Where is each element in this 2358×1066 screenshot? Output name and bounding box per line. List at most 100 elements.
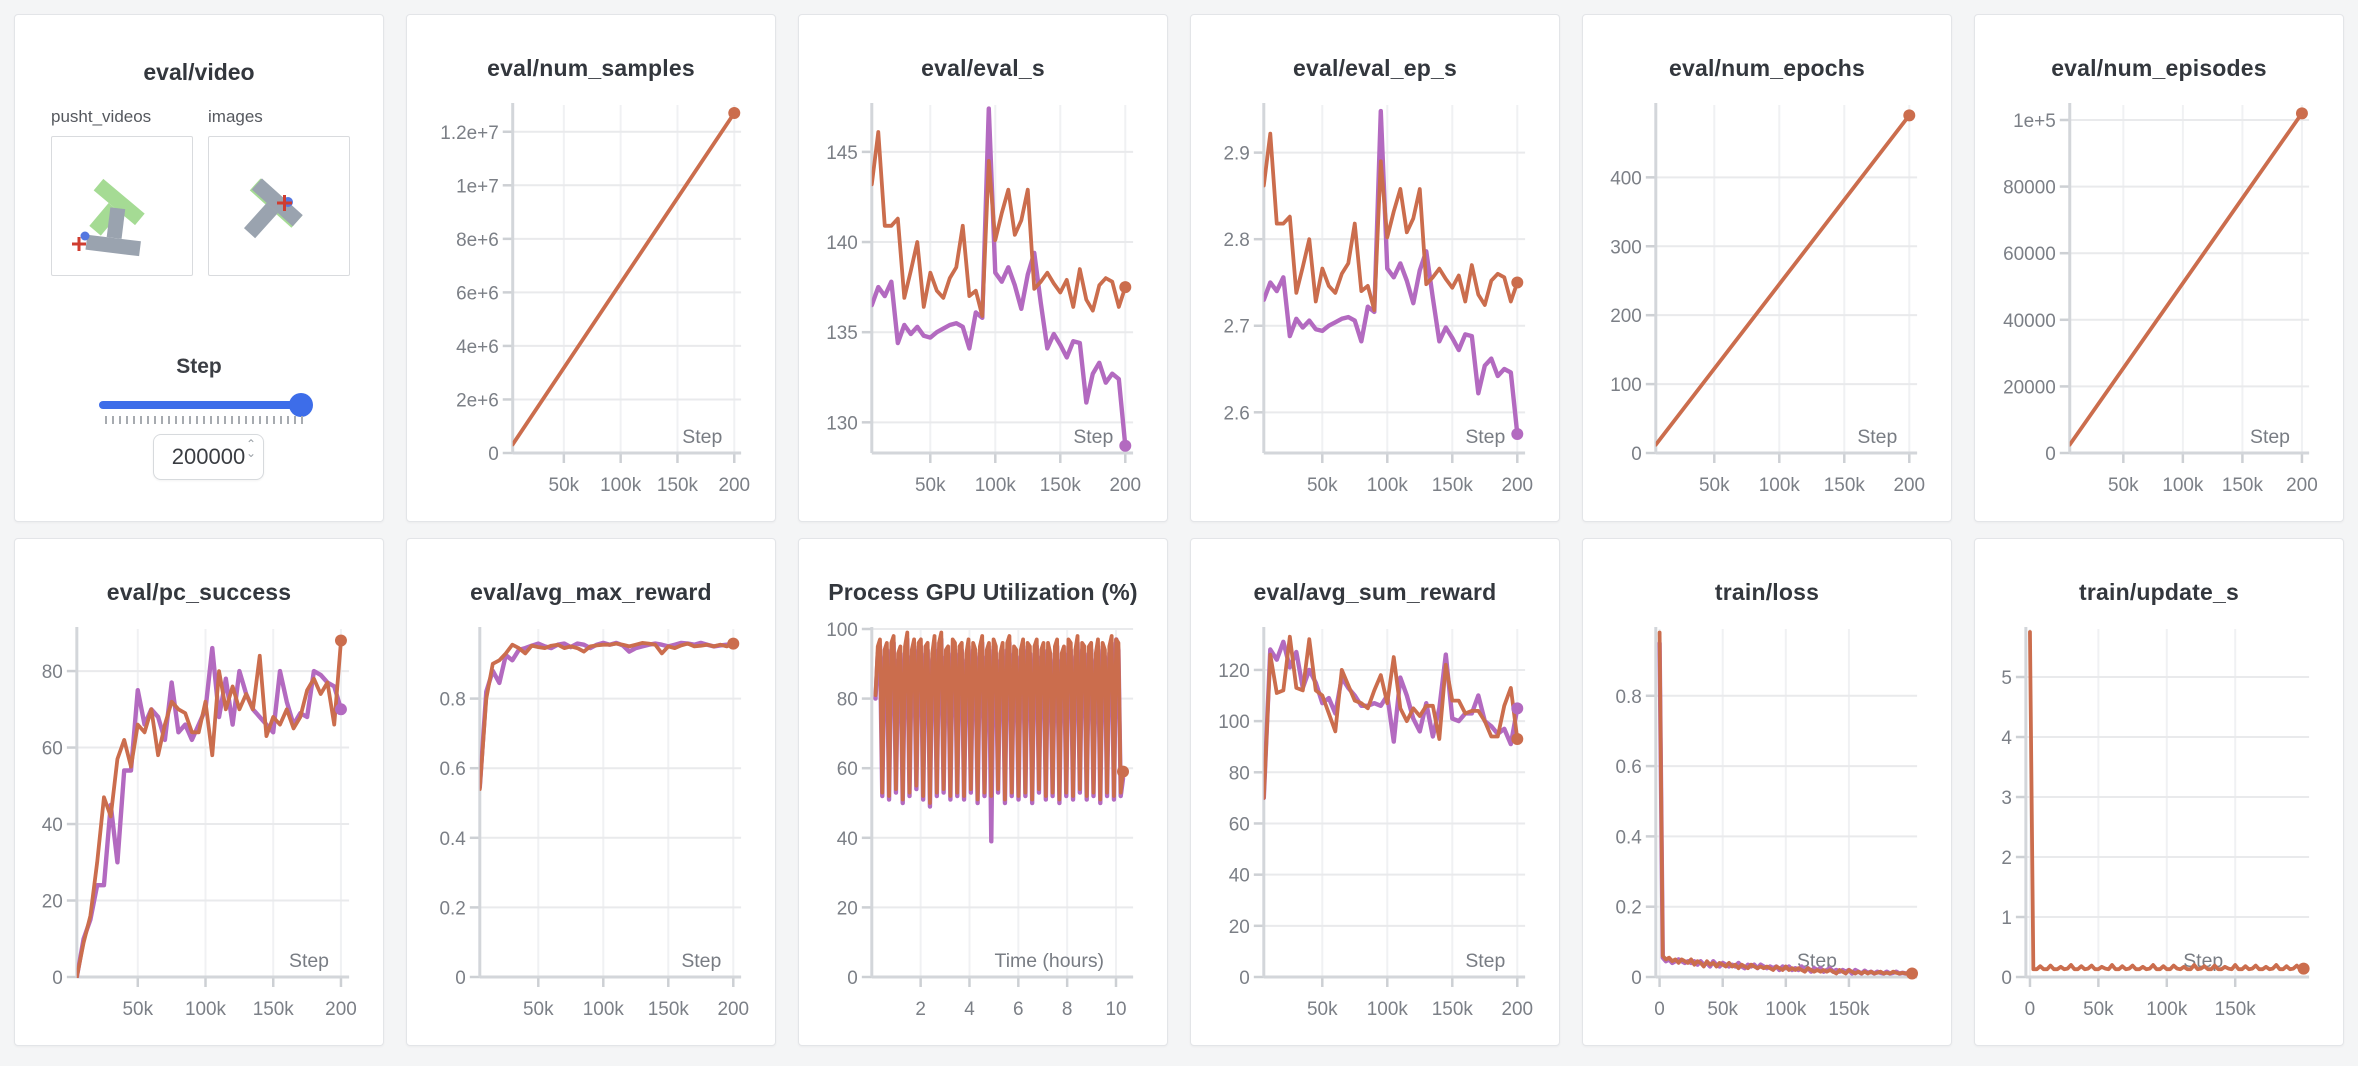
chart-title: train/loss [1714, 579, 1820, 605]
svg-text:50k: 50k [2108, 475, 2139, 496]
svg-text:40: 40 [42, 815, 63, 836]
panel-train-update-s: train/update_s 0 1 2 3 4 5 0 50k 100k 150k Step [1974, 538, 2344, 1046]
svg-text:Step: Step [289, 950, 329, 972]
svg-text:400: 400 [1610, 168, 1642, 189]
chart-eval-num-episodes[interactable]: 0 20000 40000 60000 80000 1e+5 50k 100k 150k 200 S… [1975, 91, 2343, 515]
svg-text:0: 0 [2025, 999, 2036, 1020]
svg-text:150k: 150k [1824, 475, 1866, 496]
svg-text:0.2: 0.2 [440, 898, 466, 919]
chart-eval-avg-sum-reward[interactable]: 0 20 40 60 80 100 120 50k 100k 150k 200 Step [1191, 615, 1559, 1039]
panel-eval-video: eval/video pusht_videos images [14, 14, 384, 522]
svg-text:100k: 100k [2146, 999, 2188, 1020]
chart-title: eval/avg_max_reward [470, 579, 712, 605]
panel-eval-eval-ep-s: eval/eval_ep_s 2.6 2.7 2.8 2.9 50k 100k 150k 20… [1190, 14, 1560, 522]
svg-text:20: 20 [837, 898, 858, 919]
svg-text:100k: 100k [1759, 475, 1801, 496]
step-spinner[interactable]: ⌃ ⌄ [245, 437, 256, 460]
svg-text:0: 0 [1239, 968, 1250, 989]
spinner-down-icon[interactable]: ⌄ [245, 446, 256, 460]
svg-text:100: 100 [1218, 712, 1250, 733]
svg-text:0: 0 [52, 968, 63, 989]
svg-text:40000: 40000 [2003, 311, 2056, 332]
svg-text:0: 0 [1631, 968, 1642, 989]
chart-gpu-utilization[interactable]: 0 20 40 60 80 100 2 4 6 8 10 Time (hours) [799, 615, 1167, 1039]
svg-text:140: 140 [826, 233, 858, 254]
chart-title: eval/eval_s [921, 55, 1045, 81]
svg-text:Step: Step [1073, 426, 1113, 448]
svg-text:100k: 100k [600, 475, 642, 496]
svg-text:100: 100 [1610, 375, 1642, 396]
media-label-images: images [208, 107, 263, 126]
svg-text:150k: 150k [648, 999, 690, 1020]
svg-text:80: 80 [42, 662, 63, 683]
svg-text:200: 200 [2286, 475, 2318, 496]
svg-text:Step: Step [681, 950, 721, 972]
svg-text:6e+6: 6e+6 [456, 283, 499, 304]
svg-text:2: 2 [2001, 848, 2012, 869]
svg-text:0.8: 0.8 [440, 690, 466, 711]
spinner-up-icon[interactable]: ⌃ [245, 437, 256, 451]
svg-text:40: 40 [1229, 866, 1250, 887]
svg-text:100k: 100k [1765, 999, 1807, 1020]
step-slider-thumb[interactable] [289, 393, 313, 417]
step-slider-ticks [105, 416, 305, 424]
chart-eval-num-samples[interactable]: 0 2e+6 4e+6 6e+6 8e+6 1e+7 1.2e+7 50k 100k 150k 20… [407, 91, 775, 515]
svg-text:200: 200 [1501, 999, 1533, 1020]
svg-text:145: 145 [826, 143, 858, 164]
step-value-input[interactable]: 200000 ⌃ ⌄ [153, 434, 264, 480]
media-thumb-images[interactable] [208, 136, 350, 276]
svg-text:0: 0 [488, 444, 499, 465]
svg-text:20: 20 [42, 891, 63, 912]
panel-eval-num-samples: eval/num_samples 0 2e+6 4e+6 6e+6 8e+6 1e+7 1.… [406, 14, 776, 522]
panel-eval-pc-success: eval/pc_success 0 20 40 60 80 50k 100k 150k 200 S… [14, 538, 384, 1046]
pusht-video-frame-icon [72, 178, 145, 257]
svg-text:50k: 50k [2083, 999, 2114, 1020]
svg-text:150k: 150k [2215, 999, 2257, 1020]
chart-title: eval/pc_success [106, 579, 292, 605]
svg-text:2.8: 2.8 [1224, 230, 1250, 251]
step-slider-track[interactable] [99, 401, 301, 409]
svg-text:150k: 150k [2222, 475, 2264, 496]
svg-text:135: 135 [826, 323, 858, 344]
svg-text:50k: 50k [523, 999, 554, 1020]
chart-title: train/update_s [2078, 579, 2239, 605]
gray-t-shape [243, 178, 303, 239]
svg-text:150k: 150k [1432, 475, 1474, 496]
svg-text:150k: 150k [1432, 999, 1474, 1020]
svg-text:0.2: 0.2 [1616, 898, 1642, 919]
chart-eval-eval-ep-s[interactable]: 2.6 2.7 2.8 2.9 50k 100k 150k 200 Step [1191, 91, 1559, 515]
agent-dot-icon [80, 231, 90, 241]
svg-text:150k: 150k [1040, 475, 1082, 496]
chart-eval-num-epochs[interactable]: 0 100 200 300 400 50k 100k 150k 200 Step [1583, 91, 1951, 515]
gray-t-shape [85, 207, 141, 257]
chart-eval-eval-s[interactable]: 130 135 140 145 50k 100k 150k 200 Step [799, 91, 1167, 515]
svg-text:1.2e+7: 1.2e+7 [440, 123, 498, 144]
svg-text:100k: 100k [1367, 999, 1409, 1020]
svg-text:0.8: 0.8 [1616, 687, 1642, 708]
svg-text:50k: 50k [549, 475, 580, 496]
svg-text:0.4: 0.4 [440, 829, 466, 850]
svg-text:100k: 100k [2162, 475, 2204, 496]
svg-text:1e+7: 1e+7 [456, 176, 499, 197]
svg-text:50k: 50k [1699, 475, 1730, 496]
panel-eval-eval-s: eval/eval_s 130 135 140 145 50k 100k 150k 200 St… [798, 14, 1168, 522]
svg-text:8: 8 [1062, 999, 1073, 1020]
svg-text:50k: 50k [1307, 999, 1338, 1020]
panel-eval-avg-sum-reward: eval/avg_sum_reward 0 20 40 60 80 100 120 50k 10… [1190, 538, 1560, 1046]
svg-text:100k: 100k [583, 999, 625, 1020]
svg-text:300: 300 [1610, 237, 1642, 258]
chart-eval-pc-success[interactable]: 0 20 40 60 80 50k 100k 150k 200 Step [15, 615, 383, 1039]
svg-text:2.7: 2.7 [1224, 317, 1250, 338]
svg-text:2e+6: 2e+6 [456, 390, 499, 411]
chart-title: eval/num_episodes [2051, 55, 2267, 81]
svg-text:0: 0 [455, 968, 466, 989]
step-value: 200000 [171, 444, 246, 469]
pusht-image-frame-icon [243, 178, 303, 239]
svg-text:60: 60 [42, 739, 63, 760]
svg-text:120: 120 [1218, 661, 1250, 682]
media-thumb-pusht-videos[interactable] [51, 136, 193, 276]
svg-text:200: 200 [717, 999, 749, 1020]
chart-eval-avg-max-reward[interactable]: 0 0.2 0.4 0.6 0.8 50k 100k 150k 200 Step [407, 615, 775, 1039]
